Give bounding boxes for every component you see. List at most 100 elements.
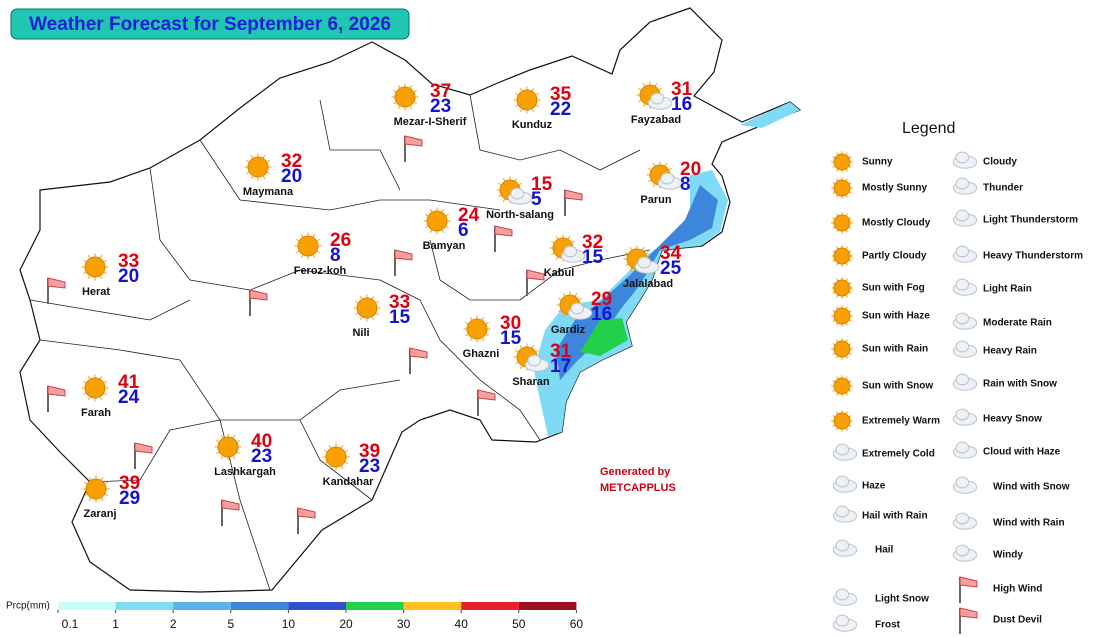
min-temp: 20 xyxy=(281,166,302,187)
legend-label: Frost xyxy=(875,620,901,631)
city-name: Parun xyxy=(640,194,671,206)
sun-ray xyxy=(629,247,633,251)
legend-label: Cloudy xyxy=(983,157,1017,168)
cloud-icon xyxy=(955,512,970,525)
sun-ray xyxy=(845,169,848,172)
legend-label: Sun with Fog xyxy=(862,283,925,294)
sun-ray xyxy=(832,182,835,185)
sun-ray xyxy=(836,278,839,281)
sun-ray xyxy=(328,445,332,449)
sun-ray xyxy=(832,352,835,355)
sun-ray xyxy=(836,356,839,359)
sun-ray xyxy=(849,389,852,392)
sun-ray xyxy=(832,156,835,159)
sun-ray xyxy=(832,226,835,229)
min-temp: 16 xyxy=(671,94,692,115)
scale-tick-label: 20 xyxy=(339,617,353,631)
windsock xyxy=(477,389,496,401)
city-name: Herat xyxy=(82,286,110,298)
sun-ray xyxy=(498,182,502,186)
sun-ray xyxy=(316,238,320,242)
sun-ray xyxy=(845,263,848,266)
min-temp: 23 xyxy=(251,446,272,467)
sun-ray xyxy=(220,455,224,459)
cloud-icon xyxy=(955,278,970,291)
sun-icon xyxy=(394,86,416,108)
sun-ray xyxy=(849,250,852,253)
sun-ray xyxy=(832,291,835,294)
sun-ray xyxy=(652,163,656,167)
sun-ray xyxy=(836,230,839,233)
legend-label: Moderate Rain xyxy=(983,318,1052,329)
scale-segment xyxy=(346,602,404,610)
max-temp: 35 xyxy=(550,84,572,105)
sun-ray xyxy=(518,182,522,186)
cloud-icon xyxy=(835,614,850,627)
sun-ray xyxy=(481,337,485,341)
city-name: Bamyan xyxy=(423,240,466,252)
max-temp: 24 xyxy=(458,205,480,226)
sun-ray xyxy=(87,376,91,380)
sun-ray xyxy=(100,477,104,481)
legend-label: Heavy Rain xyxy=(983,346,1037,357)
sun-ray xyxy=(845,428,848,431)
sun-ray xyxy=(845,376,848,379)
sun-ray xyxy=(83,392,87,396)
sun-ray xyxy=(845,339,848,342)
city-name: Mezar-I-Sherif xyxy=(394,116,467,128)
sun-ray xyxy=(845,295,848,298)
sun-ray xyxy=(502,198,506,202)
city-name: Farah xyxy=(81,407,111,419)
sun-ray xyxy=(469,317,473,321)
legend-label: Rain with Snow xyxy=(983,379,1057,390)
legend-label: Hail with Rain xyxy=(862,511,928,522)
sun-ray xyxy=(498,194,502,198)
city-name: North-salang xyxy=(486,209,554,221)
sun-ray xyxy=(642,103,646,107)
sun-ray xyxy=(103,259,107,263)
min-temp: 15 xyxy=(389,307,411,328)
sun-ray xyxy=(836,178,839,181)
city-name: Gardiz xyxy=(551,324,586,336)
sun-ray xyxy=(465,333,469,337)
sun-ray xyxy=(836,339,839,342)
sun-ray xyxy=(845,393,848,396)
sun-ray xyxy=(100,497,104,501)
sun-ray xyxy=(845,178,848,181)
sun-ray xyxy=(832,217,835,220)
sun-ray xyxy=(481,317,485,321)
cloud-icon xyxy=(955,373,970,386)
sun-ray xyxy=(236,451,240,455)
sun-ray xyxy=(296,250,300,254)
sun-ray xyxy=(664,163,668,167)
sun-icon xyxy=(426,210,448,232)
max-temp: 39 xyxy=(359,441,380,462)
sun-ray xyxy=(246,159,250,163)
sun-ray xyxy=(849,191,852,194)
sun-ray xyxy=(425,225,429,229)
max-temp: 26 xyxy=(330,230,351,251)
sun-ray xyxy=(849,319,852,322)
sun-ray xyxy=(832,319,835,322)
legend-label: Dust Devil xyxy=(993,615,1042,626)
min-temp: 20 xyxy=(118,266,139,287)
scale-segment xyxy=(173,602,231,610)
sun-ray xyxy=(99,376,103,380)
max-temp: 39 xyxy=(119,473,140,494)
legend-label: Extremely Warm xyxy=(862,416,940,427)
max-temp: 32 xyxy=(582,232,603,253)
sun-ray xyxy=(849,424,852,427)
sun-ray xyxy=(232,455,236,459)
sun-ray xyxy=(849,259,852,262)
sun-ray xyxy=(355,312,359,316)
precip-shading xyxy=(534,102,800,436)
sun-ray xyxy=(87,396,91,400)
max-temp: 37 xyxy=(430,81,451,102)
sun-ray xyxy=(535,104,539,108)
sun-icon xyxy=(297,235,319,257)
sun-ray xyxy=(849,291,852,294)
sun-ray xyxy=(340,445,344,449)
sun-ray xyxy=(84,493,88,497)
sun-ray xyxy=(236,439,240,443)
